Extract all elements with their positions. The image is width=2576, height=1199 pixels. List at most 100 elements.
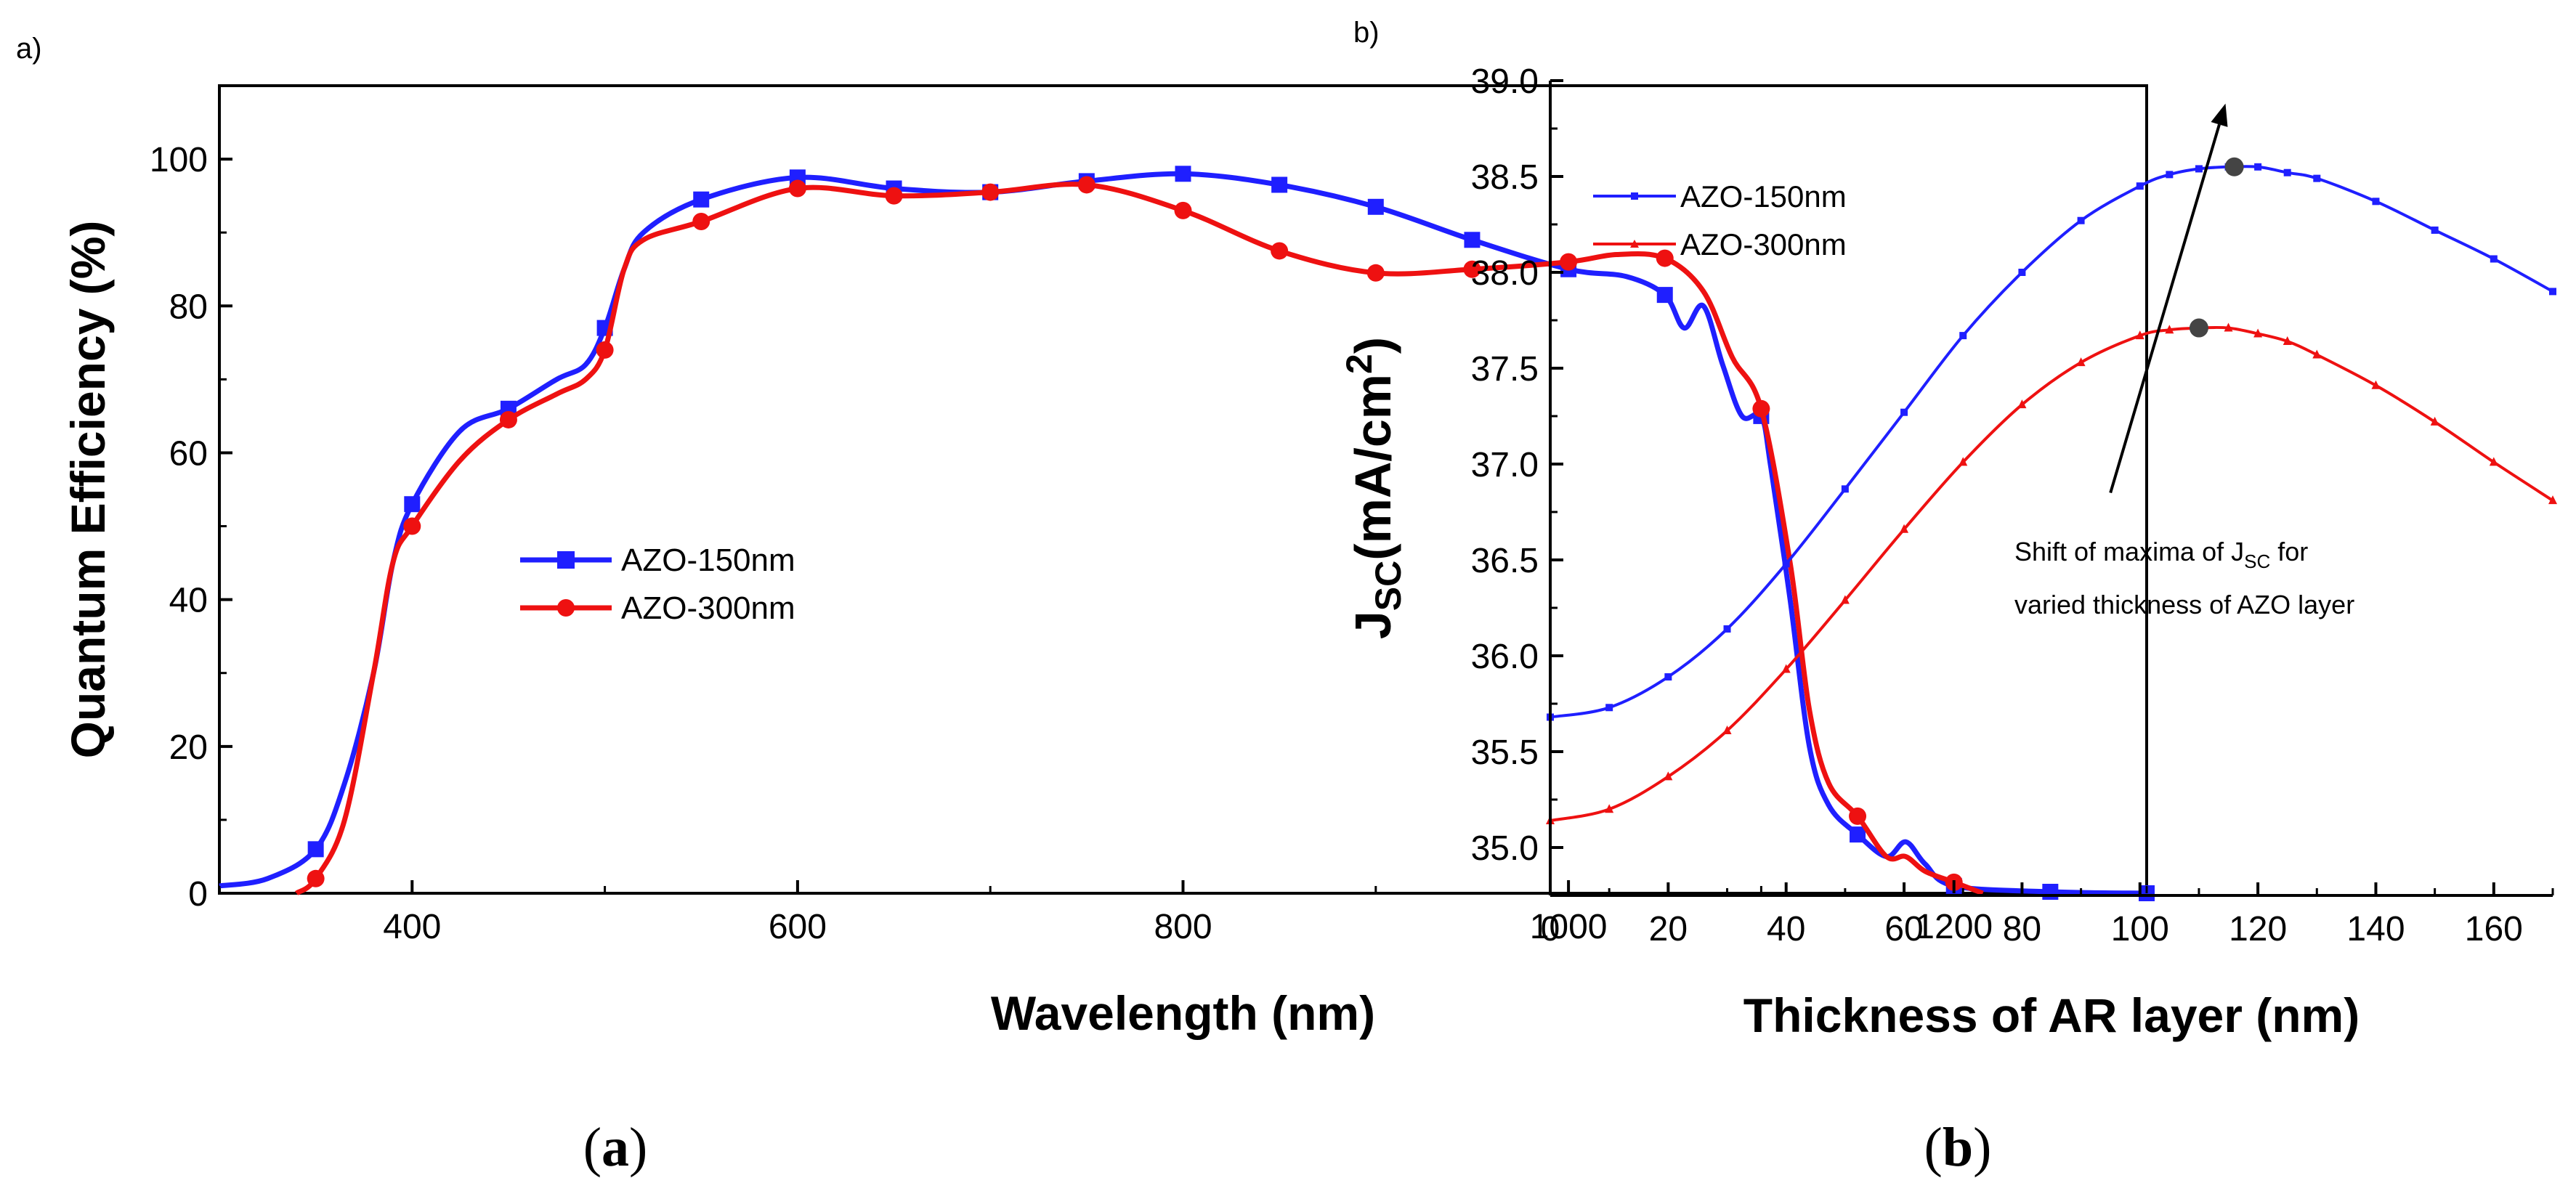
data-point-b-azo-150nm: [2136, 182, 2144, 190]
data-point-azo-300nm: [1752, 399, 1770, 418]
data-point-azo-300nm: [1463, 260, 1481, 278]
data-point-b-azo-150nm: [1900, 408, 1908, 416]
y-tick-label: 60: [169, 434, 208, 473]
data-point-b-azo-300nm: [2371, 380, 2381, 389]
panel-b-annotation: Shift of maxima of JSC for varied thickn…: [2014, 103, 2354, 619]
chart-panel-b: b) 0 20 40 60 80 100 120 140 160 35.0 35.5 36.0 36.5…: [1339, 17, 2557, 1178]
data-point-b-azo-150nm: [2313, 174, 2321, 182]
data-point-b-azo-300nm: [1840, 595, 1850, 604]
data-point-b-azo-300nm: [1722, 725, 1732, 734]
data-point-azo-150nm: [1850, 826, 1866, 843]
y-tick-label: 35.5: [1471, 733, 1539, 772]
data-point-azo-150nm: [1367, 198, 1384, 215]
y-tick-label: 36.0: [1471, 638, 1539, 676]
data-point-b-azo-300nm: [2017, 399, 2027, 409]
data-point-b-azo-300nm: [2135, 330, 2144, 340]
data-point-azo-300nm: [307, 869, 325, 887]
data-point-b-azo-300nm: [1959, 457, 1968, 466]
data-point-b-azo-150nm: [1664, 673, 1672, 681]
ylabel-b-mid: (mA/cm: [1345, 374, 1401, 561]
y-tick-label: 35.0: [1471, 829, 1539, 868]
data-point-b-azo-150nm: [2431, 226, 2439, 234]
x-tick-label: 600: [769, 908, 827, 946]
data-point-b-azo-300nm: [2548, 495, 2557, 505]
legend-a-label-azo300: AZO-300nm: [621, 590, 795, 626]
y-tick-label: 100: [150, 141, 208, 179]
data-point-azo-150nm: [307, 841, 324, 858]
data-point-azo-150nm: [2042, 883, 2059, 900]
data-point-b-azo-150nm: [1841, 485, 1849, 493]
panel-b-x-axis-label: Thickness of AR layer (nm): [1743, 988, 2360, 1042]
annotation-line-1-post: for: [2270, 537, 2308, 566]
data-point-azo-300nm: [1077, 176, 1095, 194]
data-point-b-azo-150nm: [2166, 171, 2174, 179]
maximum-point: [2224, 157, 2244, 176]
data-point-azo-300nm: [403, 517, 421, 535]
annotation-arrowhead: [2211, 103, 2228, 127]
series-line-azo-300nm: [294, 182, 1984, 896]
x-tick-label: 160: [2465, 910, 2523, 948]
data-point-b-azo-300nm: [2489, 457, 2498, 466]
data-point-azo-300nm: [596, 341, 614, 359]
panel-b-series: [1546, 163, 2557, 825]
panel-a-label: a): [16, 33, 42, 65]
x-tick-label: 60: [1884, 910, 1923, 948]
legend-a-marker-azo150: [557, 551, 575, 569]
x-tick-label: 1000: [1530, 908, 1608, 946]
data-point-b-azo-150nm: [1605, 704, 1613, 712]
data-point-b-azo-150nm: [2195, 165, 2203, 173]
panel-b-legend: AZO-150nm AZO-300nm: [1593, 179, 1847, 261]
annotation-line-1: Shift of maxima of JSC for: [2014, 537, 2308, 572]
data-point-azo-300nm: [1366, 264, 1385, 282]
y-tick-label: 38.5: [1471, 158, 1539, 197]
panel-b-y-axis-label: JSC(mA/cm2): [1339, 337, 1409, 639]
data-point-b-azo-300nm: [1781, 664, 1791, 673]
data-point-azo-300nm: [499, 410, 517, 428]
panel-b-ticks: 0 20 40 60 80 100 120 140 160 35.0 35.5 36.0 36.5 37.…: [1471, 62, 2554, 948]
panel-a-caption: (a): [583, 1117, 648, 1178]
x-tick-label: 20: [1649, 910, 1688, 948]
data-point-b-azo-150nm: [1723, 625, 1731, 633]
data-point-b-azo-150nm: [2077, 216, 2085, 224]
x-tick-label: 40: [1767, 910, 1805, 948]
data-point-b-azo-300nm: [1900, 524, 1909, 533]
panel-a-x-axis-label: Wavelength (nm): [991, 986, 1375, 1040]
data-point-azo-300nm: [692, 213, 710, 231]
data-point-azo-150nm: [1464, 232, 1481, 248]
y-tick-label: 80: [169, 288, 208, 326]
y-tick-label: 40: [169, 582, 208, 620]
panel-a-legend: AZO-150nm AZO-300nm: [520, 542, 795, 626]
annotation-line-1-sub: SC: [2244, 550, 2270, 572]
data-point-b-azo-150nm: [1782, 560, 1790, 568]
data-point-azo-300nm: [981, 183, 1000, 201]
data-point-b-azo-150nm: [1959, 332, 1967, 340]
data-point-b-azo-300nm: [1664, 771, 1673, 781]
panel-b-maxima: [2189, 157, 2244, 338]
data-point-azo-150nm: [1175, 166, 1191, 182]
x-tick-label: 120: [2229, 910, 2287, 948]
data-point-b-azo-150nm: [2018, 269, 2026, 276]
x-tick-label: 400: [383, 908, 441, 946]
data-point-b-azo-150nm: [2283, 168, 2291, 176]
ylabel-b-sup: 2: [1339, 354, 1380, 374]
panel-b-caption: (b): [1924, 1117, 1992, 1178]
panel-a-y-axis-label: Quantum Efficiency (%): [61, 221, 115, 759]
series-line-azo-150nm: [219, 171, 2147, 896]
y-tick-label: 37.5: [1471, 350, 1539, 389]
data-point-b-azo-150nm: [2372, 198, 2380, 206]
panel-a-caption-letter: a: [602, 1117, 629, 1178]
data-point-b-azo-150nm: [2490, 255, 2498, 263]
legend-b-marker-azo300: [1630, 240, 1639, 248]
data-point-azo-300nm: [788, 179, 806, 198]
data-point-b-azo-300nm: [2224, 322, 2233, 332]
y-tick-label: 39.0: [1471, 62, 1539, 101]
x-tick-label: 140: [2346, 910, 2405, 948]
data-point-azo-300nm: [885, 187, 903, 205]
annotation-arrow-line: [2109, 123, 2221, 494]
data-point-b-azo-300nm: [2165, 325, 2174, 334]
legend-b-label-azo300: AZO-300nm: [1680, 227, 1847, 261]
legend-a-marker-azo300: [557, 599, 575, 617]
legend-b-label-azo150: AZO-150nm: [1680, 179, 1847, 214]
panel-a-series: [219, 166, 2155, 901]
